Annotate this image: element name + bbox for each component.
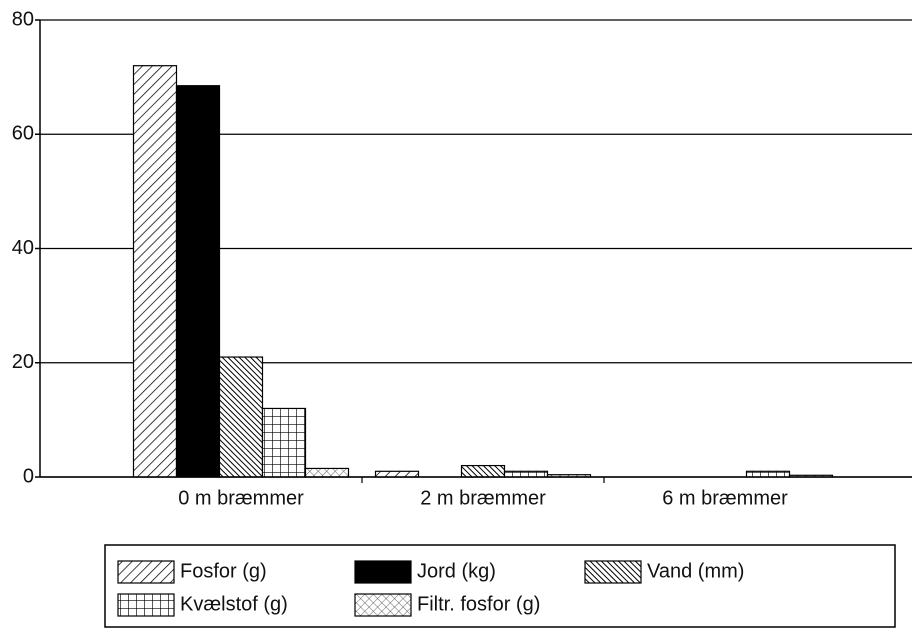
y-tick-label: 20: [12, 351, 34, 373]
x-tick-label: 0 m bræmmer: [178, 487, 304, 509]
bar: [261, 407, 307, 478]
legend-label: Fosfor (g): [180, 560, 267, 582]
y-tick-label: 60: [12, 123, 34, 145]
bar: [132, 65, 178, 478]
legend-box: [104, 544, 896, 628]
legend-swatch: [354, 560, 412, 584]
legend-swatch: [354, 593, 412, 617]
bar: [304, 467, 350, 478]
bar: [460, 464, 506, 478]
x-tick-label: 2 m bræmmer: [420, 487, 546, 509]
y-tick-label: 80: [12, 8, 34, 30]
legend-label: Vand (mm): [647, 560, 744, 582]
legend-swatch: [584, 560, 642, 584]
bar: [503, 470, 549, 478]
legend-label: Jord (kg): [417, 560, 496, 582]
y-tick-label: 40: [12, 237, 34, 259]
x-tick-label: 6 m bræmmer: [662, 487, 788, 509]
legend-label: Filtr. fosfor (g): [417, 593, 540, 615]
legend-swatch: [117, 560, 175, 584]
legend-label: Kvælstof (g): [180, 593, 288, 615]
bar: [218, 356, 264, 478]
legend-swatch: [117, 593, 175, 617]
bar: [745, 470, 791, 478]
bar: [175, 85, 221, 478]
y-tick-label: 0: [23, 465, 34, 487]
bar: [374, 470, 420, 478]
